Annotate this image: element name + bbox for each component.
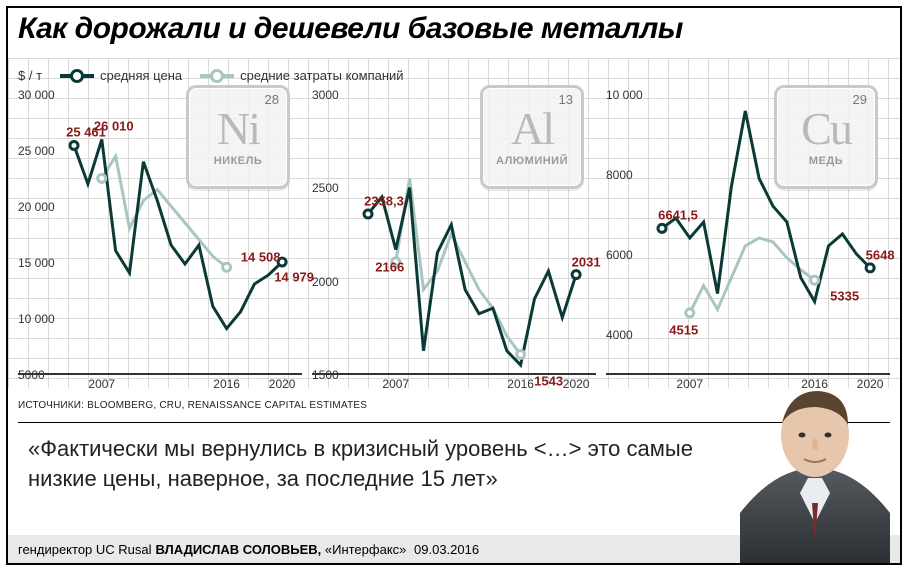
value-label: 2166 — [375, 259, 404, 274]
value-label: 14 508 — [241, 249, 281, 264]
value-label: 5335 — [830, 288, 859, 303]
x-tick: 2020 — [269, 377, 296, 391]
cost-marker-end — [517, 350, 525, 358]
attribution-name: ВЛАДИСЛАВ СОЛОВЬЕВ, — [156, 542, 322, 557]
charts-container: 500010 00015 00020 00025 00030 000200720… — [18, 95, 890, 375]
price-marker-start — [364, 210, 372, 218]
cost-marker-start — [686, 309, 694, 317]
element-card-ni: 28NiНИКЕЛЬ — [186, 85, 290, 189]
quote-text: «Фактически мы вернулись в кризисный уро… — [28, 434, 708, 493]
x-tick: 2016 — [507, 377, 534, 391]
x-tick: 2016 — [213, 377, 240, 391]
chart-ni: 500010 00015 00020 00025 00030 000200720… — [18, 95, 302, 375]
x-tick: 2007 — [382, 377, 409, 391]
legend-label-cost: средние затраты компаний — [240, 68, 403, 83]
attribution-date: 09.03.2016 — [414, 542, 479, 557]
cost-line — [396, 178, 521, 354]
element-number: 13 — [559, 92, 573, 107]
price-marker-end — [572, 271, 580, 279]
element-number: 28 — [265, 92, 279, 107]
value-label: 6641,5 — [658, 208, 698, 223]
legend-label-price: средняя цена — [100, 68, 182, 83]
sources-line: ИСТОЧНИКИ: BLOOMBERG, CRU, RENAISSANCE C… — [18, 400, 367, 411]
cost-marker-end — [811, 276, 819, 284]
chart-al: 15002000250030002007201620202358,3216615… — [312, 95, 596, 375]
legend: $ / т средняя цена средние затраты компа… — [18, 68, 404, 83]
x-tick: 2020 — [563, 377, 590, 391]
x-tick: 2007 — [88, 377, 115, 391]
portrait-placeholder — [730, 373, 900, 563]
legend-item-cost: средние затраты компаний — [200, 68, 403, 83]
page-title: Как дорожали и дешевели базовые металлы — [18, 12, 683, 46]
value-label: 2031 — [572, 254, 601, 269]
element-symbol: Ni — [189, 102, 287, 155]
price-marker-start — [658, 224, 666, 232]
axis-unit-label: $ / т — [18, 68, 42, 83]
legend-swatch-cost — [200, 74, 234, 78]
element-symbol: Al — [483, 102, 581, 155]
element-symbol: Cu — [777, 102, 875, 155]
value-label: 5648 — [866, 248, 895, 263]
element-card-cu: 29CuМЕДЬ — [774, 85, 878, 189]
price-marker-end — [866, 264, 874, 272]
price-marker-start — [70, 142, 78, 150]
attribution-role: гендиректор UC Rusal — [18, 542, 152, 557]
cost-marker-start — [98, 174, 106, 182]
legend-item-price: средняя цена — [60, 68, 182, 83]
value-label: 4515 — [669, 323, 698, 338]
value-label: 1543 — [534, 373, 563, 388]
legend-swatch-price — [60, 74, 94, 78]
element-name: МЕДЬ — [777, 155, 875, 167]
element-number: 29 — [853, 92, 867, 107]
value-label: 26 010 — [94, 118, 134, 133]
attribution-outlet: «Интерфакс» — [325, 542, 407, 557]
cost-marker-end — [223, 263, 231, 271]
chart-cu: 40006000800010 0002007201620206641,54515… — [606, 95, 890, 375]
x-tick: 2007 — [676, 377, 703, 391]
value-label: 14 979 — [274, 270, 314, 285]
element-name: АЛЮМИНИЙ — [483, 155, 581, 167]
element-card-al: 13AlАЛЮМИНИЙ — [480, 85, 584, 189]
value-label: 2358,3 — [364, 193, 404, 208]
element-name: НИКЕЛЬ — [189, 155, 287, 167]
